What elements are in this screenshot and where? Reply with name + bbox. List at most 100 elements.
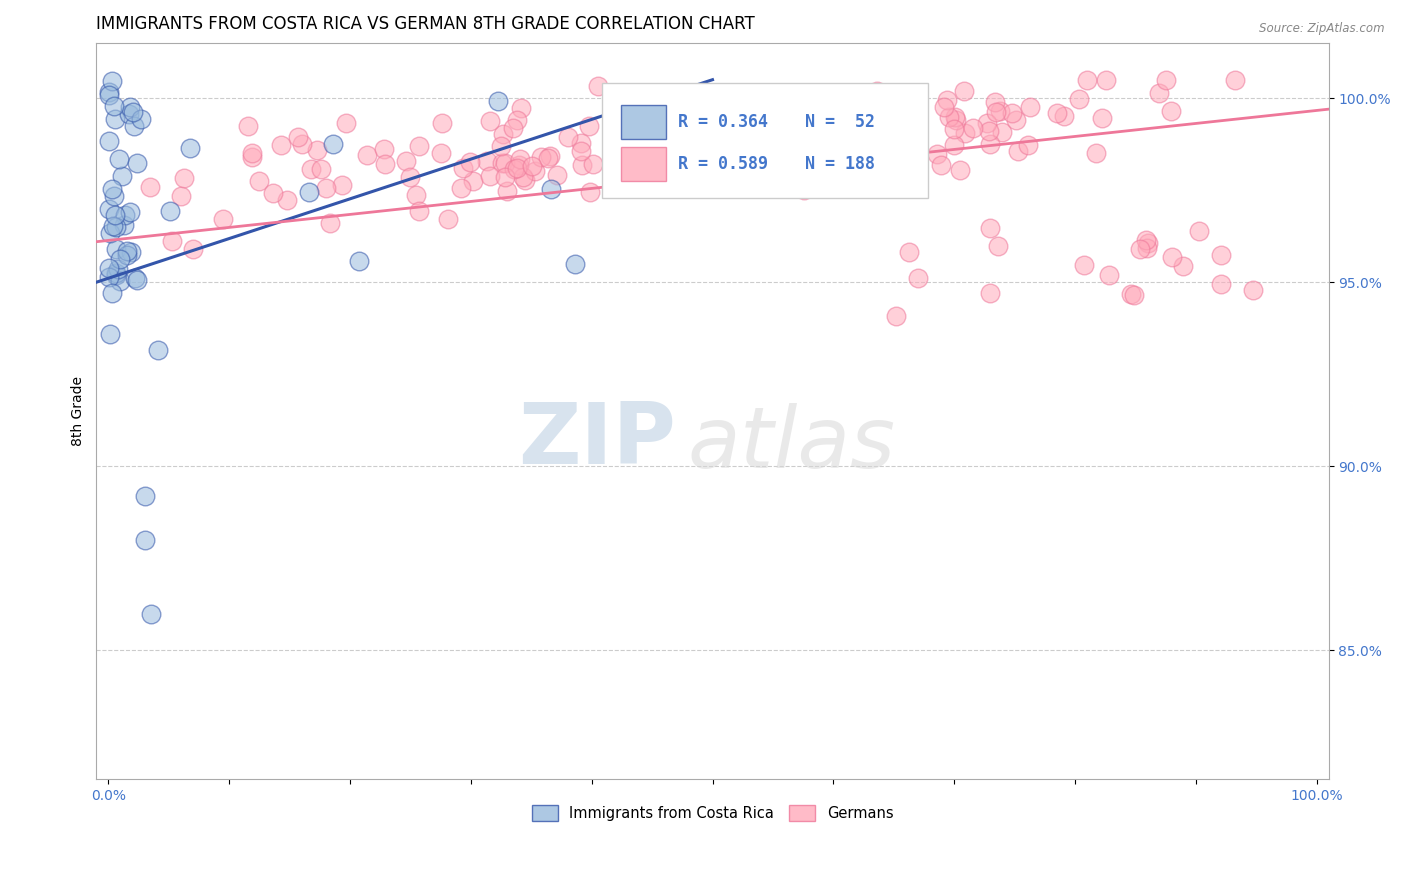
Point — [211, 211, 233, 226]
Point — [173, 170, 195, 185]
Point — [804, 147, 827, 161]
Point — [307, 143, 329, 157]
Point — [374, 157, 396, 171]
Point — [631, 147, 654, 161]
Point — [613, 143, 636, 157]
Point — [262, 186, 284, 200]
Point — [717, 163, 740, 178]
Point — [685, 119, 707, 133]
Point — [127, 273, 149, 287]
Point — [127, 155, 149, 169]
Point — [1223, 72, 1246, 87]
Point — [557, 130, 579, 145]
Text: ZIP: ZIP — [517, 399, 675, 482]
Point — [988, 103, 1011, 118]
Point — [782, 129, 804, 144]
Point — [636, 139, 658, 153]
Point — [247, 174, 270, 188]
Point — [612, 136, 634, 150]
Point — [616, 147, 638, 161]
Point — [107, 262, 129, 277]
Point — [1045, 105, 1067, 120]
Point — [103, 188, 125, 202]
Point — [860, 161, 883, 176]
Point — [571, 136, 593, 150]
Point — [943, 110, 966, 124]
Point — [1173, 259, 1195, 273]
Text: Source: ZipAtlas.com: Source: ZipAtlas.com — [1260, 22, 1385, 36]
Point — [103, 208, 125, 222]
Point — [1053, 110, 1076, 124]
Point — [887, 106, 910, 120]
Point — [872, 134, 894, 148]
Point — [105, 220, 128, 235]
Point — [120, 244, 142, 259]
Point — [838, 120, 860, 135]
Point — [979, 137, 1001, 152]
Point — [742, 153, 765, 168]
Point — [903, 103, 925, 118]
Point — [335, 116, 357, 130]
Point — [117, 107, 139, 121]
Point — [657, 145, 679, 159]
Point — [110, 274, 132, 288]
Point — [97, 85, 120, 99]
Point — [1067, 92, 1090, 106]
Point — [571, 158, 593, 172]
Point — [665, 137, 688, 152]
Point — [104, 112, 127, 126]
Point — [179, 141, 201, 155]
Point — [650, 150, 672, 164]
Point — [643, 152, 665, 166]
Point — [240, 150, 263, 164]
Point — [903, 92, 925, 106]
Point — [903, 108, 925, 122]
Y-axis label: 8th Grade: 8th Grade — [72, 376, 86, 446]
Point — [1084, 145, 1107, 160]
Point — [134, 489, 156, 503]
Point — [315, 180, 337, 194]
Point — [1147, 87, 1170, 101]
Point — [782, 111, 804, 125]
Point — [868, 137, 890, 152]
Point — [775, 131, 797, 145]
Point — [159, 203, 181, 218]
Point — [510, 102, 533, 116]
Point — [633, 162, 655, 177]
Point — [502, 161, 524, 176]
Point — [430, 146, 453, 161]
Point — [121, 104, 143, 119]
Point — [1123, 288, 1146, 302]
Point — [927, 147, 949, 161]
Point — [146, 343, 169, 357]
Point — [578, 186, 600, 200]
Point — [478, 114, 501, 128]
Point — [395, 154, 418, 169]
Point — [877, 103, 900, 117]
Point — [330, 178, 353, 193]
Legend: Immigrants from Costa Rica, Germans: Immigrants from Costa Rica, Germans — [526, 798, 900, 827]
Point — [1007, 144, 1029, 158]
Point — [1005, 112, 1028, 127]
Point — [298, 185, 321, 199]
Point — [681, 119, 703, 133]
Text: IMMIGRANTS FROM COSTA RICA VS GERMAN 8TH GRADE CORRELATION CHART: IMMIGRANTS FROM COSTA RICA VS GERMAN 8TH… — [97, 15, 755, 33]
Point — [97, 87, 120, 102]
Point — [945, 112, 967, 127]
Point — [682, 153, 704, 167]
Point — [866, 84, 889, 98]
Point — [98, 202, 121, 216]
Point — [120, 205, 142, 219]
Point — [641, 163, 664, 178]
Point — [564, 257, 586, 271]
Point — [1154, 72, 1177, 87]
Point — [1188, 224, 1211, 238]
Point — [115, 248, 138, 262]
Point — [776, 163, 799, 178]
Point — [1091, 111, 1114, 125]
Point — [98, 327, 121, 342]
Point — [97, 134, 120, 148]
Point — [108, 152, 131, 166]
Point — [889, 136, 911, 150]
Point — [458, 154, 481, 169]
